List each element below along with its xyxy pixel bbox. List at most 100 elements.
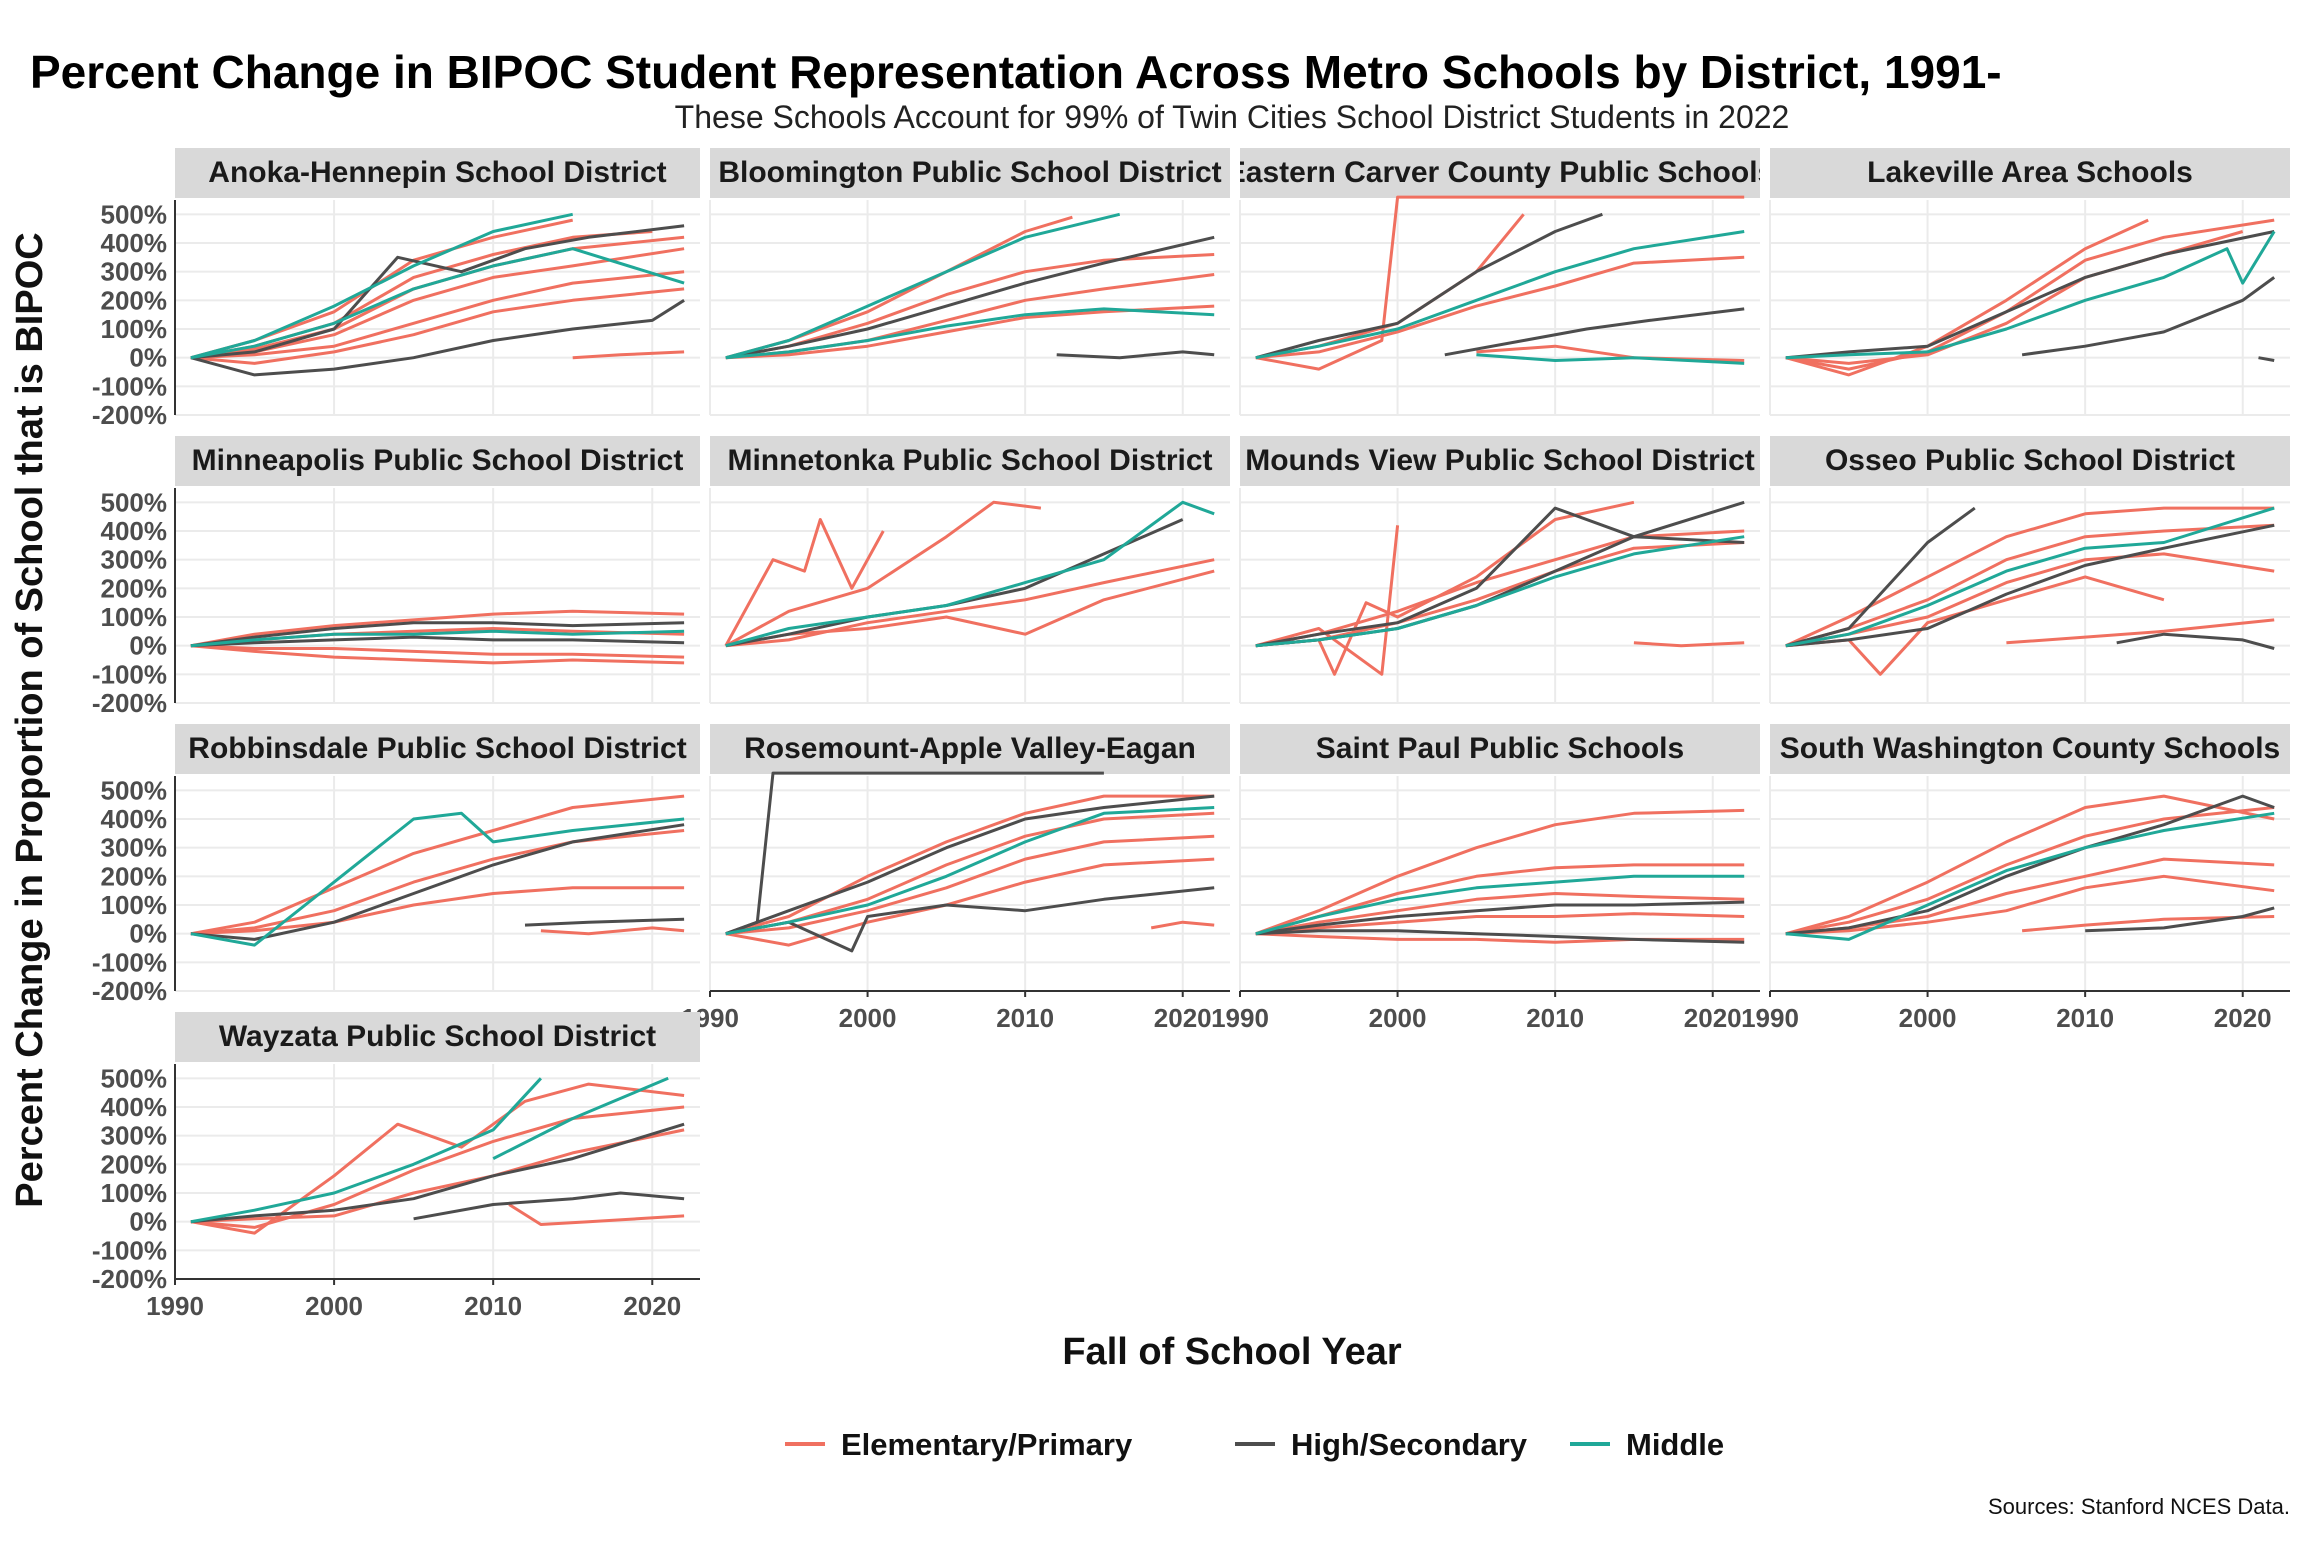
y-tick-label: 0% [129,343,167,373]
series-line [492,1076,669,1160]
y-tick-label: 500% [101,1063,168,1093]
x-tick-label: 2020 [1684,1003,1742,1033]
facet-strip [710,436,1230,486]
facet-strip-label: Saint Paul Public Schools [1316,732,1684,765]
series-line [190,635,685,648]
series-line [1444,307,1745,357]
series-line [724,518,885,647]
series-line [725,307,1215,360]
series-line [725,811,1215,936]
series-line [2116,632,2275,650]
series-line [190,1122,685,1224]
y-tick-label: 300% [101,1121,168,1151]
y-tick-label: 200% [101,285,168,315]
x-tick-label: 2020 [1154,1003,1212,1033]
series-line [190,287,685,365]
facet-panel: Mounds View Public School District [1239,436,1760,704]
facet-strip-label: Wayzata Public School District [219,1020,656,1053]
series-line [190,886,685,936]
x-tick-label: 2010 [464,1291,522,1321]
series-line [1785,523,2275,648]
series-line [725,500,1042,648]
facet-panel: South Washington County Schools 1990 2000 2… [1741,724,2290,1033]
series-line [190,794,685,936]
facet-strip-label: Robbinsdale Public School District [188,732,686,765]
series-line [1255,874,1745,936]
series-line [2021,915,2275,933]
series-line [1255,213,1525,360]
x-tick-label: 2010 [996,1003,1054,1033]
x-tick-label: 2010 [1526,1003,1584,1033]
legend: Elementary/Primary High/Secondary Middle [785,1427,1724,1462]
legend-label: Elementary/Primary [841,1427,1133,1462]
facet-strip [1240,436,1760,486]
x-tick-label: 1990 [1741,1003,1799,1033]
series-line [1255,535,1745,648]
series-line [725,558,1215,648]
x-tick-label: 2000 [305,1291,363,1321]
series-line [1255,912,1745,936]
series-line [572,350,685,360]
series-group [1785,506,2275,676]
series-line [1785,506,2275,648]
series-line [1255,212,1603,360]
y-tick-label: 200% [101,861,168,891]
x-tick-label: 2000 [1899,1003,1957,1033]
facet-strip [175,436,700,486]
facet-panel: Bloomington Public School District [709,148,1230,416]
y-tick-label: 400% [101,1092,168,1122]
facet-panel: Wayzata Public School District -200%-100%… [92,1012,700,1321]
y-tick-label: -200% [92,400,167,430]
series-group [190,1076,685,1235]
series-line [725,857,1215,947]
y-tick-label: -200% [92,1264,167,1294]
x-tick-label: 2000 [839,1003,897,1033]
series-line [190,1077,543,1224]
facet-strip-label: South Washington County Schools [1780,732,2281,765]
x-tick-label: 2020 [2214,1003,2272,1033]
series-line [1255,255,1745,360]
series-line [1255,500,1635,676]
series-group [190,609,685,665]
x-tick-label: 1990 [146,1291,204,1321]
series-line [1785,575,2165,676]
series-line [190,1128,685,1224]
series-line [725,886,1215,953]
facet-strip [1770,724,2290,774]
series-group [190,212,685,377]
series-line [2258,356,2275,362]
y-tick-label: 300% [101,545,168,575]
series-line [1785,230,2276,360]
facet-strip-label: Lakeville Area Schools [1867,156,2193,189]
facet-panel: Minnetonka Public School District [709,436,1230,704]
series-line [1056,350,1215,360]
facet-strip [710,724,1230,774]
legend-label: High/Secondary [1291,1427,1528,1462]
y-tick-label: 0% [129,1207,167,1237]
series-line [1785,506,1976,648]
series-line [190,247,685,360]
series-line [725,794,1215,936]
facet-strip [175,148,700,198]
series-group [190,794,685,947]
series-line [1255,892,1745,936]
series-line [725,212,1121,360]
y-tick-label: 200% [101,573,168,603]
series-line [1255,195,1745,371]
series-line [1255,525,1400,676]
facet-strip-label: Minnetonka Public School District [727,444,1212,477]
series-line [190,811,685,947]
legend-label: Middle [1626,1427,1724,1462]
panels: Anoka-Hennepin School District-200%-100%… [92,148,2290,1321]
series-line [725,794,1215,936]
series-line [190,621,685,648]
series-line [1255,230,1745,360]
y-tick-label: 0% [129,631,167,661]
x-tick-label: 1990 [1211,1003,1269,1033]
facet-strip-label: Minneapolis Public School District [192,444,684,477]
chart-caption: Sources: Stanford NCES Data. [1988,1494,2290,1519]
series-line [1785,794,2275,936]
